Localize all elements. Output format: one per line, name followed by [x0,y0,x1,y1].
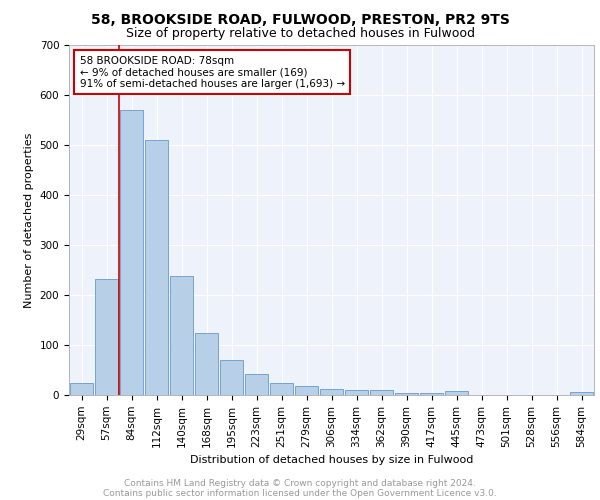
Bar [395,392,418,395]
Bar [445,390,468,395]
Bar [70,382,93,395]
Text: Contains HM Land Registry data © Crown copyright and database right 2024.: Contains HM Land Registry data © Crown c… [124,478,476,488]
Bar [270,382,293,395]
Bar [220,360,243,395]
Bar [370,390,393,395]
Bar [345,390,368,395]
Text: 58, BROOKSIDE ROAD, FULWOOD, PRESTON, PR2 9TS: 58, BROOKSIDE ROAD, FULWOOD, PRESTON, PR… [91,12,509,26]
Bar [420,393,443,395]
Bar [295,386,318,395]
Bar [170,276,193,395]
Bar [245,374,268,395]
Text: Contains public sector information licensed under the Open Government Licence v3: Contains public sector information licen… [103,488,497,498]
Y-axis label: Number of detached properties: Number of detached properties [24,132,34,308]
Bar [195,332,218,395]
X-axis label: Distribution of detached houses by size in Fulwood: Distribution of detached houses by size … [190,455,473,465]
Bar [320,389,343,395]
Bar [145,140,168,395]
Bar [95,279,118,395]
Bar [570,392,593,395]
Text: 58 BROOKSIDE ROAD: 78sqm
← 9% of detached houses are smaller (169)
91% of semi-d: 58 BROOKSIDE ROAD: 78sqm ← 9% of detache… [79,56,344,88]
Text: Size of property relative to detached houses in Fulwood: Size of property relative to detached ho… [125,28,475,40]
Bar [120,110,143,395]
